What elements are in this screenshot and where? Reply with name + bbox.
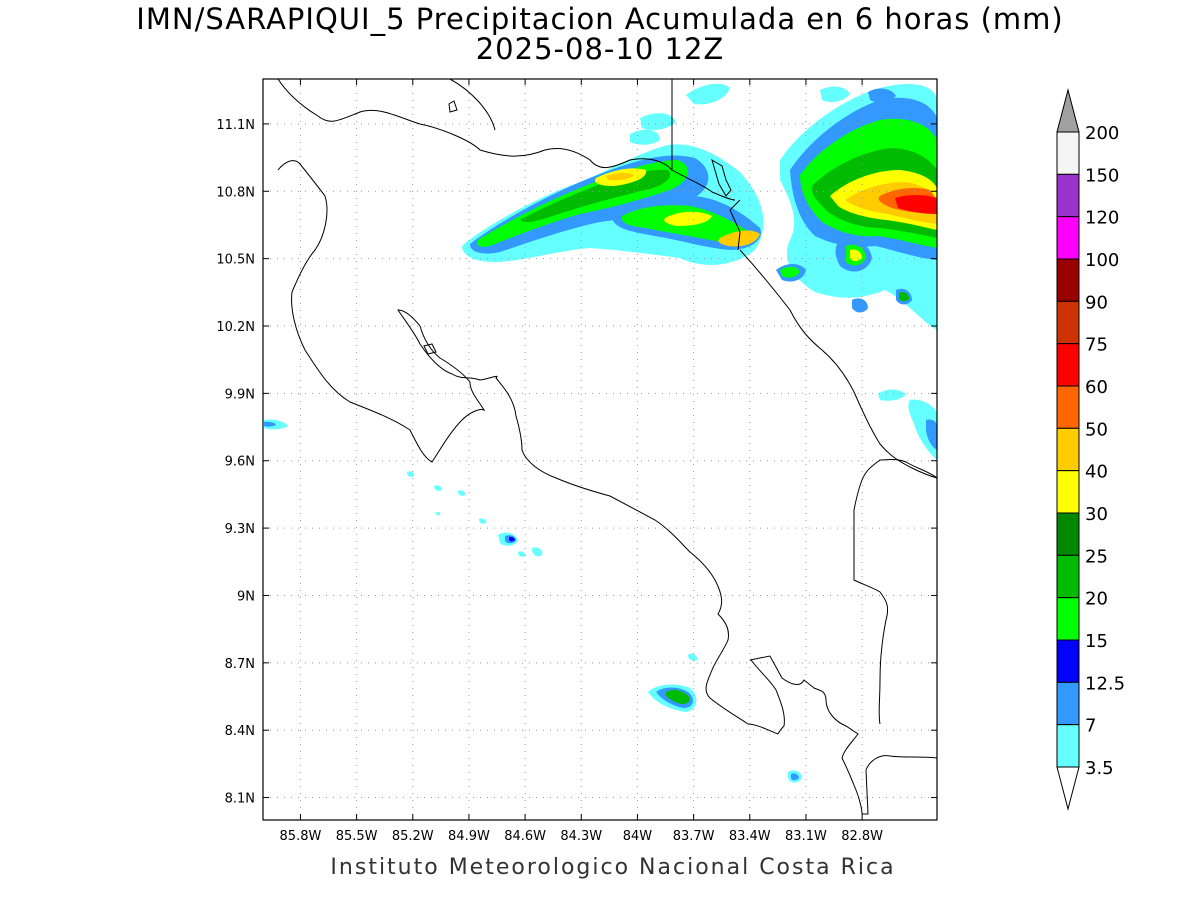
colorbar-label: 75	[1085, 335, 1108, 356]
colorbar-segment	[1056, 131, 1080, 175]
colorbar-label: 40	[1085, 462, 1108, 483]
lon-tick-label: 83.4W	[729, 829, 771, 844]
longitude-axis: 85.8W 85.5W 85.2W 84.9W 84.6W 84.3W 84W 83.7W 83…	[280, 79, 883, 844]
lon-tick-label: 84.9W	[448, 829, 490, 844]
colorbar-label: 200	[1085, 123, 1119, 144]
lat-tick-label: 9.6N	[225, 455, 255, 470]
colorbar-label: 25	[1085, 546, 1108, 567]
colorbar-segment	[1056, 258, 1080, 302]
lon-tick-label: 82.8W	[841, 829, 883, 844]
colorbar-label: 15	[1085, 631, 1108, 652]
colorbar-segment	[1056, 470, 1080, 514]
colorbar-label: 12.5	[1085, 673, 1125, 694]
colorbar-segment	[1056, 597, 1080, 641]
colorbar-top-cap	[1056, 88, 1080, 133]
colorbar-segment	[1056, 385, 1080, 429]
map-subtitle-datetime: 2025-08-10 12Z	[475, 32, 725, 66]
lon-tick-label: 84W	[623, 829, 653, 844]
colorbar-segment	[1056, 427, 1080, 472]
plot-frame	[262, 78, 938, 821]
colorbar-label: 7	[1085, 716, 1096, 737]
latitude-axis: 11.1N 10.8N 10.5N 10.2N 9.9N 9.6N 9.3N 9N 8.7N 8.…	[216, 118, 937, 807]
colorbar-label: 30	[1085, 504, 1108, 525]
lon-tick-label: 84.6W	[504, 829, 546, 844]
footer-credit: Instituto Meteorologico Nacional Costa R…	[330, 855, 896, 880]
lon-tick-label: 83.1W	[785, 829, 827, 844]
lat-tick-label: 10.5N	[216, 253, 255, 268]
colorbar-label: 3.5	[1085, 758, 1114, 779]
precipitation-colorbar: 200 150 120 100 90 75 60 50 40 30 25 20 15 12.5 7 3.5	[1056, 88, 1125, 811]
lat-tick-label: 8.7N	[225, 657, 255, 672]
colorbar-segment	[1056, 554, 1080, 599]
colorbar-segment	[1056, 343, 1080, 387]
colorbar-label: 60	[1085, 377, 1108, 398]
precipitation-field	[264, 83, 937, 783]
colorbar-segment	[1056, 512, 1080, 556]
colorbar-segment	[1056, 216, 1080, 260]
colorbar-label: 50	[1085, 419, 1108, 440]
map-title: IMN/SARAPIQUI_5 Precipitacion Acumulada …	[136, 2, 1064, 36]
lon-tick-label: 83.7W	[673, 829, 715, 844]
coastlines-and-borders	[277, 79, 937, 815]
lat-tick-label: 9.9N	[225, 387, 255, 402]
colorbar-segment	[1056, 681, 1080, 726]
colorbar-label: 150	[1085, 165, 1119, 186]
lon-tick-label: 85.2W	[392, 829, 434, 844]
lat-tick-label: 10.2N	[216, 320, 255, 335]
colorbar-segment	[1056, 300, 1080, 345]
lat-tick-label: 10.8N	[216, 185, 255, 200]
lat-tick-label: 11.1N	[216, 118, 255, 133]
lat-tick-label: 9.3N	[225, 522, 255, 537]
colorbar-label: 120	[1085, 208, 1119, 229]
colorbar-label: 20	[1085, 589, 1108, 610]
colorbar-segment	[1056, 639, 1080, 683]
lon-tick-label: 84.3W	[560, 829, 602, 844]
lon-tick-label: 85.8W	[280, 829, 322, 844]
rain-area-heavy-2	[520, 169, 671, 223]
lat-tick-label: 8.4N	[225, 724, 255, 739]
lat-tick-label: 9N	[237, 589, 255, 604]
colorbar-label: 90	[1085, 292, 1108, 313]
map-grid	[263, 79, 937, 820]
colorbar-label: 100	[1085, 250, 1119, 271]
colorbar-bottom-cap	[1056, 766, 1080, 811]
lat-tick-label: 8.1N	[225, 792, 255, 807]
lon-tick-label: 85.5W	[336, 829, 378, 844]
colorbar-segment	[1056, 724, 1080, 768]
colorbar-segment	[1056, 173, 1080, 218]
